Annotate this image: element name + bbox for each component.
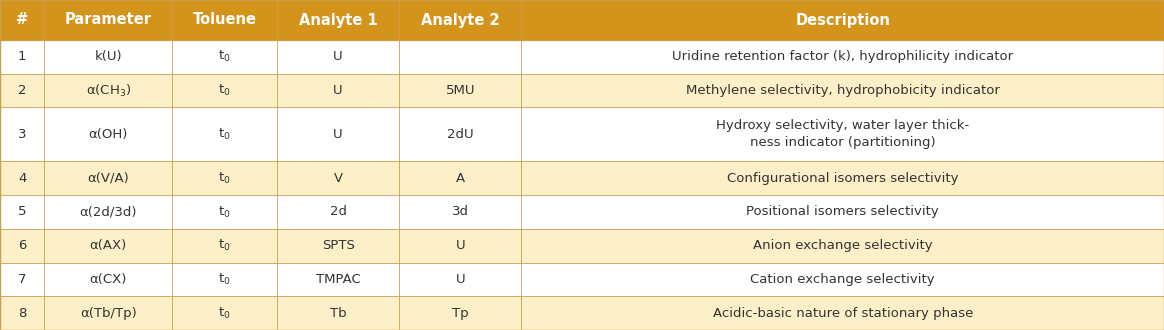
Bar (0, 108, 1164, 161)
Text: 1: 1 (17, 50, 27, 63)
Bar (44, 0, 172, 40)
Bar (0, 229, 1164, 263)
Text: 4: 4 (17, 172, 27, 185)
Text: 2d: 2d (329, 206, 347, 218)
Bar (0, 0, 44, 40)
Text: Acidic-basic nature of stationary phase: Acidic-basic nature of stationary phase (712, 307, 973, 320)
Text: t$_0$: t$_0$ (219, 238, 230, 253)
Text: Cation exchange selectivity: Cation exchange selectivity (751, 273, 935, 286)
Text: #: # (16, 13, 28, 27)
Text: Methylene selectivity, hydrophobicity indicator: Methylene selectivity, hydrophobicity in… (686, 84, 1000, 97)
Text: 3d: 3d (452, 206, 469, 218)
Text: 8: 8 (17, 307, 27, 320)
Text: V: V (334, 172, 342, 185)
Text: 2dU: 2dU (447, 128, 474, 141)
Text: U: U (455, 239, 466, 252)
Text: Tp: Tp (452, 307, 469, 320)
Text: t$_0$: t$_0$ (219, 83, 230, 98)
Bar (277, 0, 399, 40)
Text: Tb: Tb (329, 307, 347, 320)
Text: α(Tb/Tp): α(Tb/Tp) (80, 307, 136, 320)
Text: U: U (333, 84, 343, 97)
Text: U: U (333, 128, 343, 141)
Text: 5MU: 5MU (446, 84, 475, 97)
Bar (0, 296, 1164, 330)
Bar (0, 74, 1164, 108)
Text: Parameter: Parameter (65, 13, 151, 27)
Bar (0, 40, 1164, 74)
Text: α(V/A): α(V/A) (87, 172, 129, 185)
Text: t$_0$: t$_0$ (219, 306, 230, 321)
Text: Analyte 1: Analyte 1 (299, 13, 377, 27)
Text: Positional isomers selectivity: Positional isomers selectivity (746, 206, 939, 218)
Text: Hydroxy selectivity, water layer thick-
ness indicator (partitioning): Hydroxy selectivity, water layer thick- … (716, 119, 970, 149)
Text: t$_0$: t$_0$ (219, 171, 230, 186)
Text: Uridine retention factor (k), hydrophilicity indicator: Uridine retention factor (k), hydrophili… (672, 50, 1014, 63)
Text: α(OH): α(OH) (88, 128, 128, 141)
Text: U: U (333, 50, 343, 63)
Bar (172, 0, 277, 40)
Bar (521, 0, 1164, 40)
Text: U: U (455, 273, 466, 286)
Text: TMPAC: TMPAC (315, 273, 361, 286)
Text: Description: Description (795, 13, 890, 27)
Text: 6: 6 (17, 239, 27, 252)
Bar (399, 0, 521, 40)
Text: t$_0$: t$_0$ (219, 127, 230, 142)
Text: α(AX): α(AX) (90, 239, 127, 252)
Text: Anion exchange selectivity: Anion exchange selectivity (753, 239, 932, 252)
Text: 3: 3 (17, 128, 27, 141)
Text: k(U): k(U) (94, 50, 122, 63)
Text: A: A (456, 172, 464, 185)
Text: 7: 7 (17, 273, 27, 286)
Text: t$_0$: t$_0$ (219, 49, 230, 64)
Text: α(2d/3d): α(2d/3d) (79, 206, 137, 218)
Text: t$_0$: t$_0$ (219, 204, 230, 219)
Text: 2: 2 (17, 84, 27, 97)
Text: SPTS: SPTS (321, 239, 355, 252)
Text: α(CX): α(CX) (90, 273, 127, 286)
Text: t$_0$: t$_0$ (219, 272, 230, 287)
Text: Toluene: Toluene (193, 13, 256, 27)
Text: 5: 5 (17, 206, 27, 218)
Text: α(CH$_3$): α(CH$_3$) (85, 82, 132, 99)
Bar (0, 161, 1164, 195)
Text: Analyte 2: Analyte 2 (421, 13, 499, 27)
Text: Configurational isomers selectivity: Configurational isomers selectivity (728, 172, 958, 185)
Bar (0, 195, 1164, 229)
Bar (0, 263, 1164, 296)
